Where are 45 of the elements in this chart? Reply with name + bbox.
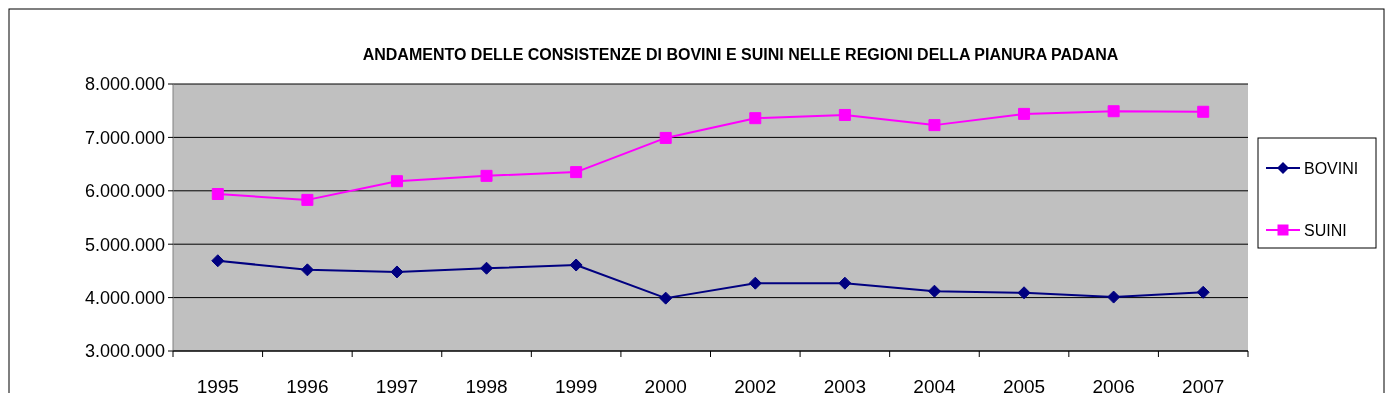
point [390,265,404,279]
x-tick-label: 2004 [913,376,957,397]
point [570,166,583,179]
point [1107,105,1120,118]
x-tick-label: 2005 [1002,376,1046,397]
x-tick-label: 2002 [734,376,777,397]
point [659,291,673,305]
x-tick-label: 1999 [554,376,598,397]
point [1018,107,1031,120]
x-tick-label: 2007 [1182,376,1225,397]
point [749,112,762,125]
legend-label: BOVINI [1304,159,1359,177]
point [569,258,583,272]
point [301,193,314,206]
point [300,263,314,277]
point [838,108,851,121]
point [1196,285,1210,299]
x-tick-label: 2000 [644,376,687,397]
x-tick-label: 2006 [1092,376,1135,397]
x-tick-label: 1997 [375,376,419,397]
x-tick-label: 1995 [196,376,239,397]
y-tick-label: 7.000.000 [84,127,165,148]
y-tick-label: 5.000.000 [84,234,165,255]
y-tick-label: 3.000.000 [84,341,165,362]
x-tick-label: 2003 [823,376,867,397]
point [1107,290,1121,304]
x-tick-label: 1998 [465,376,508,397]
point [927,284,941,298]
y-tick-label: 8.000.000 [84,74,165,95]
point [211,254,225,268]
legend-label: SUINI [1304,221,1347,239]
point [748,276,762,290]
y-tick-label: 4.000.000 [84,287,165,308]
y-tick-label: 6.000.000 [84,181,165,202]
point [480,169,493,182]
x-tick-label: 1996 [286,376,329,397]
point [480,261,494,275]
point [211,188,224,200]
point [659,131,672,144]
point [1017,286,1031,300]
point [1197,105,1210,118]
point [838,276,852,290]
point [928,119,941,132]
chart-title: ANDAMENTO DELLE CONSISTENZE DI BOVINI E SUINI NELLE REGIONI DELLA PIANURA PADANA [362,46,1119,63]
point [390,175,403,188]
